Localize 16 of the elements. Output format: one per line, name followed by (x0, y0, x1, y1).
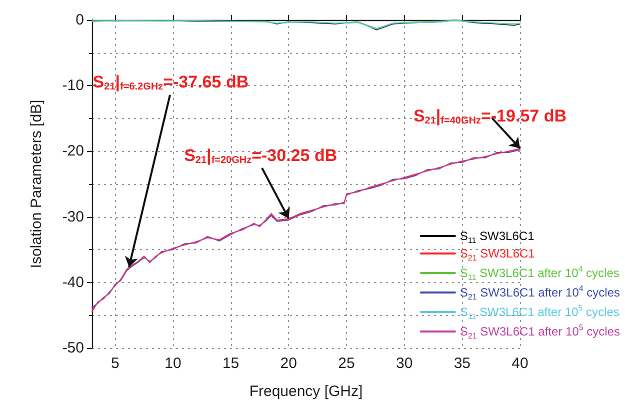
y-tick-label: -50 (62, 340, 84, 356)
x-tick-label: 20 (280, 355, 297, 372)
y-tick-label: -20 (62, 142, 84, 160)
x-tick-label: 30 (396, 355, 413, 372)
x-tick-label: 15 (222, 355, 240, 372)
x-tick-label: 10 (164, 355, 182, 372)
y-axis-title: Isolation Parameters [dB] (28, 100, 45, 268)
x-axis-title: Frequency [GHz] (249, 383, 363, 400)
x-tick-label: 25 (338, 355, 355, 372)
y-tick-label: -30 (62, 208, 84, 226)
y-tick-label: -40 (62, 274, 84, 291)
x-tick-label: 35 (454, 355, 471, 372)
x-tick-label: 40 (512, 355, 528, 372)
y-tick-label: -10 (62, 77, 84, 94)
y-tick-label: 0 (76, 12, 84, 28)
x-tick-label: 5 (110, 355, 120, 372)
